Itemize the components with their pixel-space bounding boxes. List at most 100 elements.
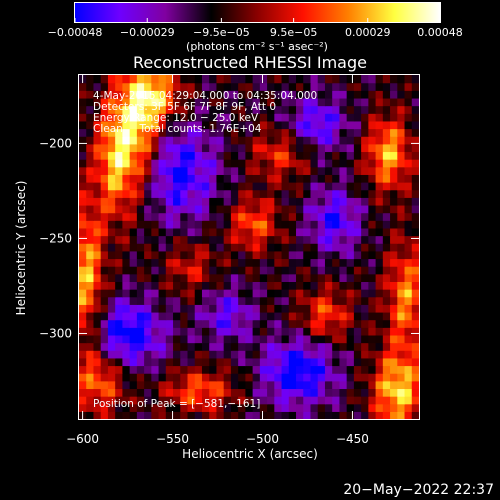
heatmap-cell — [194, 136, 203, 145]
heatmap-cell — [115, 327, 123, 336]
heatmap-cell — [165, 182, 174, 191]
heatmap-cell — [238, 365, 246, 374]
heatmap-cell — [79, 319, 87, 328]
heatmap-cell — [339, 311, 348, 321]
heatmap-cell — [390, 97, 398, 107]
heatmap-cell — [151, 182, 160, 191]
heatmap-cell — [259, 128, 268, 137]
heatmap-cell — [267, 212, 275, 221]
heatmap-cell — [122, 296, 131, 305]
heatmap-cell — [324, 334, 333, 344]
heatmap-cell — [201, 403, 210, 412]
heatmap-cell — [180, 235, 189, 244]
heatmap-cell — [79, 357, 87, 367]
heatmap-cell — [303, 304, 312, 313]
heatmap-cell — [281, 396, 290, 405]
heatmap-cell — [353, 136, 362, 145]
heatmap-cell — [397, 304, 406, 313]
heatmap-cell — [274, 197, 283, 206]
heatmap-cell — [79, 120, 87, 130]
heatmap-cell — [122, 151, 131, 160]
heatmap-cell — [230, 342, 239, 351]
heatmap-cell — [296, 204, 304, 214]
heatmap-cell — [324, 90, 333, 99]
heatmap-cell — [158, 342, 167, 351]
heatmap-cell — [252, 334, 261, 344]
heatmap-cell — [303, 365, 312, 374]
heatmap-cell — [209, 82, 218, 91]
heatmap-cell — [296, 220, 304, 229]
heatmap-cell — [288, 403, 297, 412]
heatmap-cell — [259, 350, 268, 359]
heatmap-cell — [238, 182, 246, 191]
heatmap-cell — [100, 289, 109, 298]
heatmap-cell — [122, 258, 131, 267]
heatmap-cell — [93, 151, 102, 160]
heatmap-cell — [259, 151, 268, 160]
heatmap-cell — [180, 128, 189, 137]
heatmap-cell — [288, 281, 297, 290]
heatmap-cell — [368, 128, 377, 137]
heatmap-cell — [267, 235, 275, 244]
heatmap-cell — [93, 82, 102, 91]
heatmap-cell — [288, 327, 297, 336]
heatmap-cell — [252, 143, 261, 153]
heatmap-cell — [238, 403, 246, 412]
heatmap-cell — [353, 166, 362, 175]
heatmap-cell — [303, 289, 312, 298]
heatmap-cell — [107, 357, 116, 367]
heatmap-cell — [288, 197, 297, 206]
heatmap-cell — [180, 373, 189, 382]
heatmap-cell — [86, 327, 95, 336]
heatmap-cell — [129, 204, 138, 214]
heatmap-cell — [281, 204, 290, 214]
heatmap-cell — [281, 342, 290, 351]
heatmap-cell — [404, 357, 413, 367]
heatmap-cell — [310, 273, 319, 282]
heatmap-cell — [151, 243, 160, 252]
heatmap-cell — [296, 396, 304, 405]
heatmap-cell — [274, 105, 283, 114]
heatmap-cell — [194, 380, 203, 390]
heatmap-cell — [375, 319, 384, 328]
heatmap-cell — [115, 143, 123, 153]
heatmap-cell — [310, 235, 319, 244]
heatmap-cell — [151, 166, 160, 175]
colorbar-tick-label: −0.00029 — [120, 26, 175, 39]
heatmap-cell — [129, 411, 138, 420]
heatmap-cell — [173, 243, 181, 252]
heatmap-cell — [122, 189, 131, 198]
heatmap-cell — [368, 212, 377, 221]
heatmap-cell — [122, 82, 131, 91]
heatmap-cell — [375, 396, 384, 405]
heatmap-cell — [180, 311, 189, 321]
heatmap-cell — [317, 365, 326, 374]
heatmap-cell — [361, 113, 369, 122]
heatmap-cell — [368, 273, 377, 282]
heatmap-cell — [173, 281, 181, 290]
heatmap-cell — [324, 166, 333, 175]
heatmap-cell — [165, 350, 174, 359]
heatmap-cell — [390, 151, 398, 160]
heatmap-cell — [216, 334, 225, 344]
y-tick-label: −200 — [39, 136, 72, 150]
heatmap-cell — [339, 373, 348, 382]
heatmap-cell — [115, 136, 123, 145]
heatmap-cell — [332, 411, 341, 420]
heatmap-cell — [353, 357, 362, 367]
heatmap-cell — [339, 273, 348, 282]
heatmap-cell — [353, 411, 362, 420]
heatmap-cell — [107, 151, 116, 160]
heatmap-cell — [324, 388, 333, 397]
heatmap-cell — [245, 350, 254, 359]
heatmap-cell — [390, 373, 398, 382]
heatmap-cell — [353, 350, 362, 359]
heatmap-cell — [411, 90, 420, 99]
heatmap-cell — [346, 204, 355, 214]
heatmap-cell — [158, 289, 167, 298]
heatmap-cell — [397, 197, 406, 206]
heatmap-cell — [230, 128, 239, 137]
heatmap-cell — [194, 365, 203, 374]
heatmap-cell — [86, 189, 95, 198]
heatmap-cell — [151, 334, 160, 344]
